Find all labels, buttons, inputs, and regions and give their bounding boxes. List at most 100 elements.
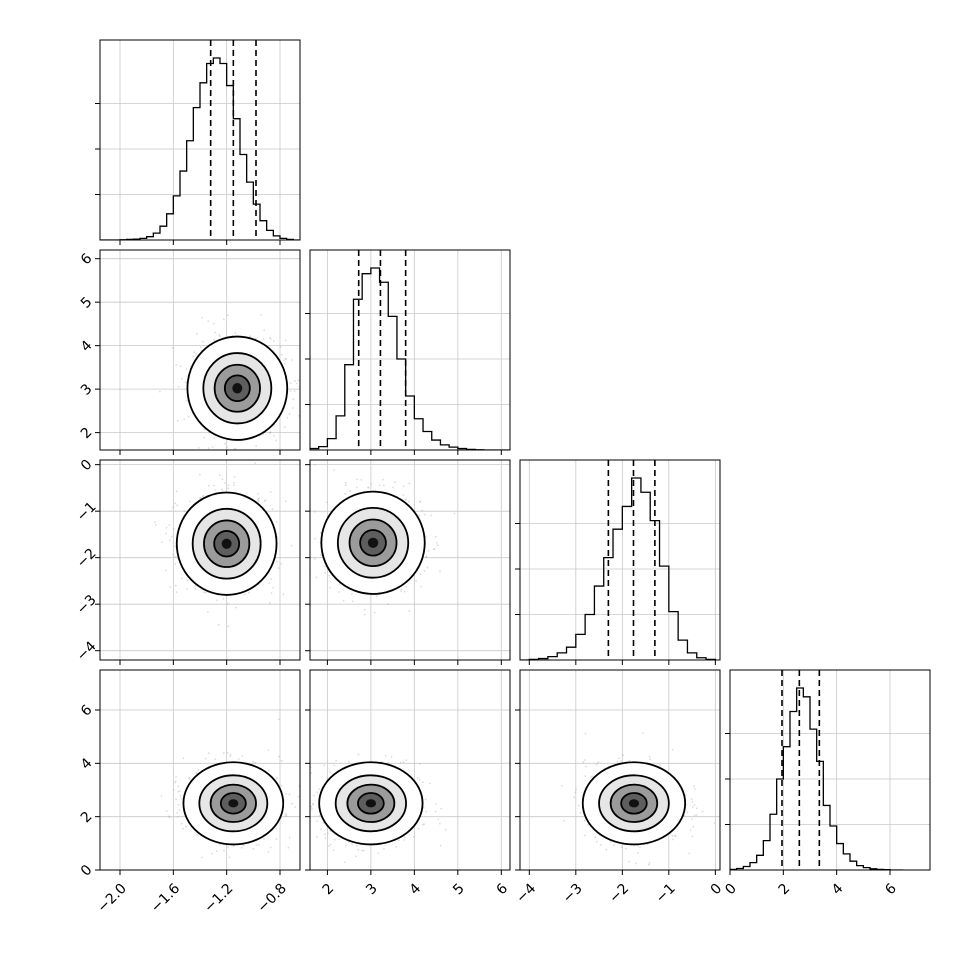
scatter-point: [228, 856, 231, 859]
y-tick-label: 4: [78, 755, 96, 773]
scatter-point: [435, 542, 438, 544]
x-tick-label: 3: [363, 881, 381, 899]
scatter-point: [424, 535, 427, 538]
scatter-point: [298, 799, 300, 801]
scatter-point: [418, 514, 421, 517]
scatter-point: [382, 478, 384, 481]
scatter-point: [425, 810, 428, 813]
scatter-point: [242, 844, 245, 847]
x-tick-label: −4: [513, 881, 539, 907]
scatter-point: [294, 380, 296, 382]
scatter-point: [289, 390, 292, 392]
scatter-point: [182, 827, 184, 830]
scatter-point: [232, 845, 235, 848]
scatter-point: [648, 861, 651, 864]
scatter-point: [177, 419, 179, 422]
scatter-point: [344, 861, 346, 864]
scatter-point: [315, 576, 318, 579]
scatter-point: [234, 332, 237, 334]
histogram-step: [520, 477, 716, 660]
scatter-point: [689, 829, 692, 832]
scatter-point: [306, 364, 308, 366]
scatter-point: [212, 322, 215, 325]
scatter-point: [597, 761, 600, 764]
scatter-point: [280, 759, 283, 762]
scatter-point: [594, 836, 597, 838]
scatter-point: [362, 849, 365, 852]
gridlines: [310, 250, 510, 450]
scatter-point: [674, 835, 677, 838]
scatter-point: [648, 863, 650, 866]
scatter-point: [310, 772, 312, 774]
scatter-point: [257, 493, 260, 495]
y-tick-label: 2: [78, 425, 96, 443]
scatter-point: [573, 796, 575, 798]
histogram-step: [310, 267, 510, 450]
scatter-point: [693, 803, 696, 806]
scatter-point: [311, 541, 313, 543]
scatter-point: [181, 377, 183, 380]
scatter-point: [275, 827, 278, 830]
scatter-point: [375, 595, 378, 598]
scatter-point: [270, 578, 273, 581]
scatter-point: [348, 760, 350, 763]
scatter-point: [361, 849, 363, 852]
scatter-point: [277, 567, 280, 569]
scatter-point: [318, 814, 321, 817]
scatter-point: [408, 610, 411, 612]
scatter-point: [176, 816, 179, 818]
scatter-point: [294, 806, 297, 809]
scatter-point: [439, 570, 441, 573]
scatter-point: [344, 492, 346, 495]
scatter-point: [579, 811, 582, 814]
scatter-point: [194, 585, 197, 587]
scatter-point: [240, 846, 243, 849]
scatter-point: [161, 541, 164, 544]
scatter-point: [417, 776, 419, 779]
scatter-point: [327, 832, 329, 835]
scatter-point: [262, 338, 265, 340]
scatter-point: [575, 788, 577, 791]
x-tick-label: 6: [882, 881, 900, 899]
scatter-point: [268, 602, 271, 604]
scatter-point: [332, 849, 335, 851]
scatter-point: [175, 364, 178, 366]
scatter-point: [254, 462, 257, 464]
scatter-point: [419, 763, 422, 765]
scatter-point: [200, 346, 202, 348]
scatter-point: [323, 764, 325, 766]
x-tick-label: 4: [829, 881, 847, 899]
x-tick-label: −1.6: [148, 881, 183, 916]
scatter-point: [267, 749, 270, 751]
scatter-point: [437, 818, 440, 821]
scatter-point: [197, 769, 200, 771]
y-tick-label: −1: [74, 499, 100, 525]
scatter-point: [402, 494, 405, 496]
scatter-point: [313, 557, 316, 560]
scatter-point: [318, 788, 320, 791]
scatter-point: [432, 548, 435, 550]
scatter-point: [405, 759, 408, 761]
scatter-point: [195, 352, 198, 355]
scatter-point: [188, 778, 191, 781]
scatter-point: [175, 591, 178, 593]
scatter-point: [438, 822, 441, 825]
scatter-point: [301, 829, 303, 831]
panel-frame: [99, 39, 301, 241]
scatter-point: [295, 382, 298, 385]
scatter-point: [165, 569, 167, 572]
scatter-point: [200, 496, 202, 499]
scatter-point: [324, 837, 327, 839]
scatter-point: [691, 806, 694, 808]
scatter-point: [269, 432, 271, 434]
density-contour-4: [232, 383, 243, 394]
scatter-point: [311, 535, 313, 537]
panel-frame: [309, 669, 511, 871]
scatter-point: [693, 814, 696, 817]
panel-frame: [99, 669, 301, 871]
scatter-point: [283, 362, 286, 365]
scatter-point: [222, 598, 225, 600]
histogram-step: [100, 57, 300, 240]
scatter-point: [430, 514, 433, 517]
